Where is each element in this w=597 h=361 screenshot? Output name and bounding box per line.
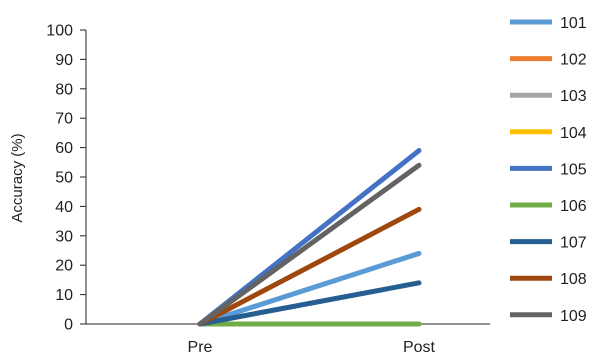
x-category-label: Pre bbox=[188, 339, 213, 356]
legend: 101 102 103 104 105 106 107 108 109 bbox=[510, 15, 587, 325]
series-line-108 bbox=[197, 206, 422, 327]
y-tick-label: 10 bbox=[55, 287, 73, 304]
legend-label-109: 109 bbox=[560, 308, 587, 325]
y-tick-label: 90 bbox=[55, 52, 73, 69]
y-tick-label: 0 bbox=[64, 317, 73, 334]
y-tick-label: 50 bbox=[55, 170, 73, 187]
series-line-107 bbox=[197, 280, 422, 327]
legend-label-107: 107 bbox=[560, 235, 587, 252]
series-line-109 bbox=[197, 162, 422, 327]
series-lines bbox=[197, 148, 422, 327]
y-axis-title: Accuracy (%) bbox=[9, 133, 26, 222]
y-tick-label: 60 bbox=[55, 140, 73, 157]
x-category-label: Post bbox=[403, 339, 436, 356]
y-tick-label: 70 bbox=[55, 111, 73, 128]
legend-label-101: 101 bbox=[560, 15, 587, 32]
legend-label-104: 104 bbox=[560, 125, 587, 142]
legend-label-108: 108 bbox=[560, 271, 587, 288]
legend-label-106: 106 bbox=[560, 198, 587, 215]
y-axis: 0 10 20 30 40 50 60 70 80 90 100 bbox=[46, 23, 87, 334]
y-tick-label: 40 bbox=[55, 199, 73, 216]
series-line-101 bbox=[197, 250, 422, 327]
x-axis: Pre Post bbox=[86, 323, 490, 356]
y-tick-label: 100 bbox=[46, 23, 73, 40]
y-tick-label: 80 bbox=[55, 81, 73, 98]
legend-label-105: 105 bbox=[560, 161, 587, 178]
legend-label-103: 103 bbox=[560, 88, 587, 105]
y-tick-label: 20 bbox=[55, 258, 73, 275]
legend-label-102: 102 bbox=[560, 52, 587, 69]
y-tick-label: 30 bbox=[55, 228, 73, 245]
